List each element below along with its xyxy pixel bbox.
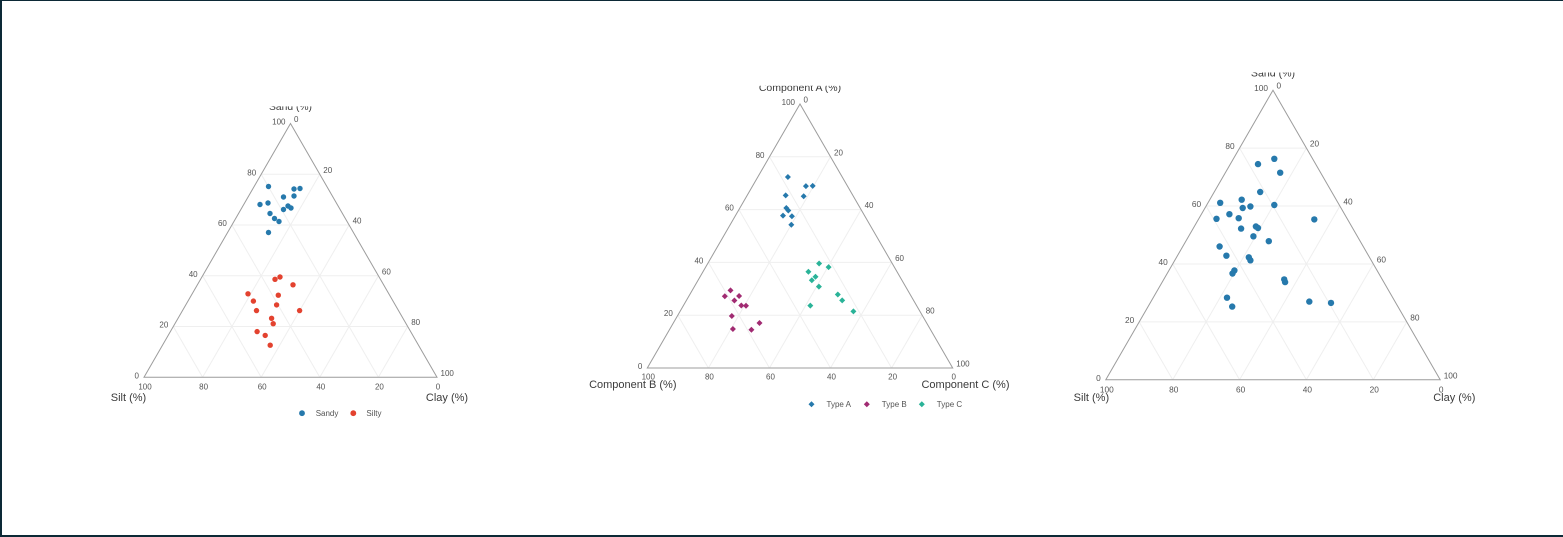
svg-text:60: 60 (725, 204, 734, 213)
svg-text:80: 80 (247, 168, 256, 177)
svg-text:100: 100 (1444, 370, 1458, 380)
svg-text:80: 80 (1410, 312, 1420, 322)
svg-text:60: 60 (895, 254, 904, 263)
svg-text:60: 60 (1192, 199, 1202, 209)
svg-text:60: 60 (1377, 255, 1387, 265)
svg-text:0: 0 (951, 373, 956, 382)
svg-text:Clay (%): Clay (%) (426, 392, 468, 404)
svg-text:100: 100 (642, 373, 656, 382)
svg-text:100: 100 (1254, 83, 1268, 93)
svg-text:100: 100 (441, 369, 455, 378)
svg-text:40: 40 (865, 201, 874, 210)
svg-text:100: 100 (956, 360, 970, 369)
svg-text:20: 20 (1125, 315, 1135, 325)
svg-text:Type A: Type A (827, 400, 852, 409)
svg-text:0: 0 (804, 96, 809, 105)
svg-text:20: 20 (1370, 384, 1380, 394)
svg-text:40: 40 (1343, 197, 1353, 207)
svg-text:80: 80 (926, 307, 935, 316)
svg-text:Silt (%): Silt (%) (111, 392, 146, 404)
svg-text:60: 60 (218, 219, 227, 228)
svg-text:Sand (%): Sand (%) (269, 102, 312, 113)
svg-text:20: 20 (664, 309, 673, 318)
svg-text:80: 80 (1169, 384, 1179, 394)
svg-text:0: 0 (294, 115, 299, 124)
svg-text:80: 80 (1225, 141, 1235, 151)
svg-text:60: 60 (1236, 384, 1246, 394)
svg-text:20: 20 (375, 382, 384, 391)
svg-text:0: 0 (1439, 384, 1444, 394)
svg-text:40: 40 (1158, 257, 1168, 267)
svg-text:80: 80 (199, 382, 208, 391)
svg-text:Component B (%): Component B (%) (589, 379, 676, 391)
svg-text:60: 60 (766, 373, 775, 382)
svg-text:Type C: Type C (937, 400, 963, 409)
svg-text:80: 80 (411, 318, 420, 327)
svg-text:0: 0 (1096, 373, 1101, 383)
svg-text:40: 40 (353, 217, 362, 226)
svg-text:Clay (%): Clay (%) (1433, 392, 1475, 404)
svg-text:0: 0 (1277, 81, 1282, 91)
svg-text:40: 40 (316, 382, 325, 391)
svg-text:0: 0 (436, 382, 441, 391)
svg-text:40: 40 (189, 270, 198, 279)
svg-text:Silty: Silty (366, 409, 381, 418)
svg-text:60: 60 (258, 382, 267, 391)
svg-text:100: 100 (782, 98, 796, 107)
svg-text:20: 20 (834, 148, 843, 157)
svg-text:100: 100 (272, 118, 286, 127)
svg-text:20: 20 (159, 321, 168, 330)
svg-text:0: 0 (638, 362, 643, 371)
svg-text:80: 80 (756, 151, 765, 160)
svg-text:20: 20 (323, 166, 332, 175)
svg-text:20: 20 (1310, 139, 1320, 149)
svg-text:80: 80 (705, 373, 714, 382)
svg-text:40: 40 (1303, 384, 1313, 394)
svg-text:40: 40 (694, 256, 703, 265)
svg-text:40: 40 (827, 373, 836, 382)
svg-text:Type B: Type B (882, 400, 907, 409)
svg-text:Silt (%): Silt (%) (1074, 392, 1109, 404)
svg-text:100: 100 (138, 382, 152, 391)
svg-text:60: 60 (382, 267, 391, 276)
svg-text:Component C (%): Component C (%) (921, 379, 1009, 391)
svg-text:0: 0 (135, 371, 140, 380)
svg-text:100: 100 (1100, 384, 1114, 394)
svg-text:20: 20 (888, 373, 897, 382)
svg-text:Sandy: Sandy (316, 409, 339, 418)
